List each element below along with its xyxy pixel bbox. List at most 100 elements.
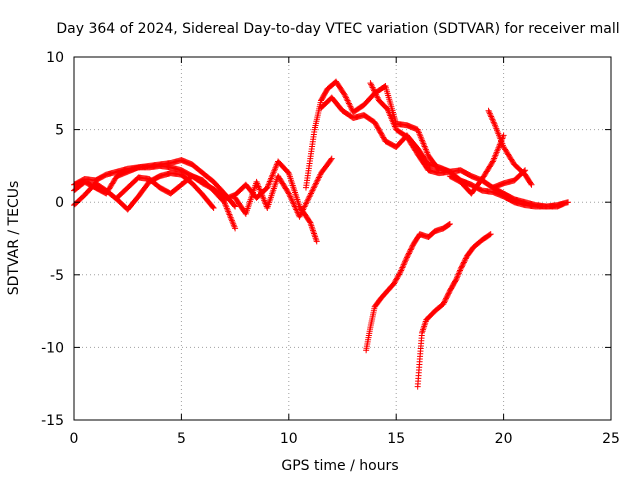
data-point bbox=[370, 85, 377, 92]
data-point bbox=[395, 272, 402, 279]
data-point bbox=[399, 264, 406, 271]
data-point bbox=[307, 190, 314, 197]
data-point bbox=[392, 277, 399, 284]
data-point bbox=[368, 83, 375, 90]
data-point bbox=[310, 184, 317, 191]
data-point bbox=[408, 245, 415, 252]
data-point bbox=[287, 194, 294, 201]
data-point bbox=[373, 91, 380, 98]
data-point bbox=[378, 130, 385, 137]
data-point bbox=[453, 274, 460, 281]
data-point bbox=[402, 257, 409, 264]
data-point bbox=[286, 191, 293, 198]
data-point bbox=[442, 296, 449, 303]
data-point bbox=[345, 100, 352, 107]
data-point bbox=[378, 131, 385, 138]
data-point bbox=[486, 110, 493, 117]
data-point bbox=[443, 295, 450, 302]
data-point bbox=[490, 119, 497, 126]
data-point bbox=[232, 225, 239, 232]
series-track-7 bbox=[302, 78, 443, 191]
data-point bbox=[373, 93, 380, 100]
data-point bbox=[307, 191, 314, 198]
data-point bbox=[312, 181, 319, 188]
data-point bbox=[485, 107, 492, 114]
data-point bbox=[372, 120, 379, 127]
data-point bbox=[313, 180, 320, 187]
data-point bbox=[488, 114, 495, 121]
data-point bbox=[396, 271, 403, 278]
data-point bbox=[373, 121, 380, 128]
data-point bbox=[347, 103, 354, 110]
data-point bbox=[391, 279, 398, 286]
y-tick-label: 10 bbox=[46, 50, 64, 66]
x-tick-label: 25 bbox=[602, 431, 620, 447]
data-point bbox=[528, 181, 535, 188]
x-tick-label: 0 bbox=[70, 431, 79, 447]
data-point bbox=[461, 258, 468, 265]
data-point bbox=[284, 169, 291, 176]
data-point bbox=[487, 231, 494, 238]
data-point bbox=[341, 91, 348, 98]
data-point bbox=[372, 90, 379, 97]
data-point bbox=[560, 200, 567, 207]
data-point bbox=[380, 134, 387, 141]
data-point bbox=[397, 268, 404, 275]
data-point bbox=[328, 155, 335, 162]
data-point bbox=[373, 123, 380, 130]
data-point bbox=[327, 156, 334, 163]
data-point bbox=[371, 88, 378, 95]
data-point bbox=[343, 94, 350, 101]
data-point bbox=[440, 300, 447, 307]
data-point bbox=[374, 124, 381, 131]
data-point bbox=[457, 267, 464, 274]
data-point bbox=[458, 263, 465, 270]
data-point bbox=[455, 271, 462, 278]
plot-area bbox=[71, 78, 572, 390]
data-point bbox=[377, 129, 384, 136]
data-point bbox=[348, 104, 355, 111]
x-tick-label: 10 bbox=[280, 431, 298, 447]
data-point bbox=[308, 189, 315, 196]
data-point bbox=[403, 254, 410, 261]
data-point bbox=[303, 199, 310, 206]
data-point bbox=[401, 260, 408, 267]
data-point bbox=[296, 213, 303, 220]
data-point bbox=[209, 204, 216, 211]
data-point bbox=[444, 291, 451, 298]
data-point bbox=[316, 173, 323, 180]
y-tick-label: -10 bbox=[41, 340, 64, 356]
data-point bbox=[313, 178, 320, 185]
data-point bbox=[293, 207, 300, 214]
data-point bbox=[305, 196, 312, 203]
data-point bbox=[489, 159, 496, 166]
data-point bbox=[340, 90, 347, 97]
y-axis-ticks: -15 -10 -5 0 5 10 bbox=[41, 50, 611, 429]
data-point bbox=[454, 273, 461, 280]
data-point bbox=[441, 298, 448, 305]
data-point bbox=[302, 200, 309, 207]
data-point bbox=[288, 196, 295, 203]
data-point bbox=[457, 265, 464, 272]
series-track-11 bbox=[485, 107, 535, 188]
data-point bbox=[391, 280, 398, 287]
data-point bbox=[367, 80, 374, 87]
data-point bbox=[404, 253, 411, 260]
data-point bbox=[345, 99, 352, 106]
data-point bbox=[486, 231, 493, 238]
data-point bbox=[379, 133, 386, 140]
data-point bbox=[460, 260, 467, 267]
data-point bbox=[445, 290, 452, 297]
data-point bbox=[489, 116, 496, 123]
x-axis-label: GPS time / hours bbox=[281, 458, 398, 474]
data-point bbox=[394, 274, 401, 281]
data-point bbox=[371, 87, 378, 94]
data-point bbox=[521, 168, 528, 175]
data-point bbox=[396, 270, 403, 277]
data-point bbox=[458, 264, 465, 271]
data-point bbox=[405, 250, 412, 257]
data-point bbox=[455, 270, 462, 277]
data-point bbox=[371, 119, 378, 126]
data-point bbox=[314, 177, 321, 184]
x-tick-label: 5 bbox=[177, 431, 186, 447]
